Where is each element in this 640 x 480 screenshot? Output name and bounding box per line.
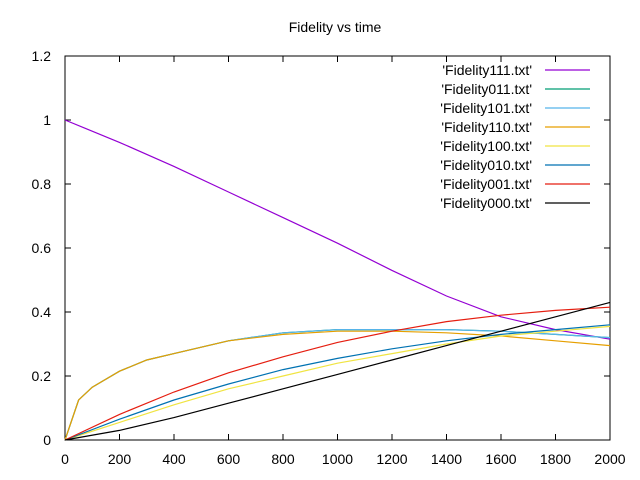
series-line-0 [64, 119, 611, 340]
x-tick-label: 1800 [540, 451, 571, 467]
x-tick-label: 2000 [594, 451, 625, 467]
y-tick-label: 1.2 [32, 48, 52, 64]
legend-label: 'Fidelity011.txt' [441, 81, 532, 97]
legend-label: 'Fidelity110.txt' [441, 119, 532, 135]
x-tick-label: 1400 [431, 451, 462, 467]
x-tick-label: 400 [162, 451, 186, 467]
x-tick-label: 1600 [485, 451, 516, 467]
legend-label: 'Fidelity111.txt' [442, 62, 532, 78]
chart-title: Fidelity vs time [289, 19, 382, 35]
series-line-5 [64, 324, 611, 441]
series-line-4 [64, 325, 611, 441]
series-lines [64, 119, 611, 441]
y-tick-label: 0.8 [32, 176, 52, 192]
series-line-6 [64, 306, 611, 441]
x-tick-label: 0 [61, 451, 69, 467]
x-tick-label: 1000 [322, 451, 353, 467]
y-tick-label: 0.6 [32, 240, 52, 256]
legend-label: 'Fidelity000.txt' [440, 195, 532, 211]
legend-label: 'Fidelity100.txt' [440, 138, 532, 154]
legend: 'Fidelity111.txt' 'Fidelity011.txt' 'Fidel… [440, 62, 590, 211]
series-line-7 [64, 301, 611, 441]
x-tick-label: 1200 [376, 451, 407, 467]
x-axis-ticks: 0 200 400 600 800 1000 1200 1400 1600 1800 2000 [61, 56, 626, 467]
y-tick-label: 1 [43, 112, 51, 128]
x-tick-label: 800 [271, 451, 295, 467]
x-tick-label: 600 [217, 451, 241, 467]
y-axis-ticks: 0 0.2 0.4 0.6 0.8 1 1.2 [32, 48, 610, 448]
legend-label: 'Fidelity010.txt' [440, 157, 532, 173]
y-tick-label: 0 [43, 432, 51, 448]
y-tick-label: 0.4 [32, 304, 52, 320]
x-tick-label: 200 [108, 451, 132, 467]
legend-label: 'Fidelity001.txt' [440, 176, 532, 192]
y-tick-label: 0.2 [32, 368, 52, 384]
legend-label: 'Fidelity101.txt' [440, 100, 532, 116]
